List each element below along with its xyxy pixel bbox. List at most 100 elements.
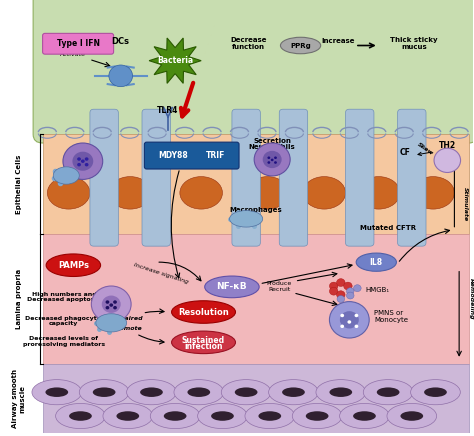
Circle shape bbox=[340, 311, 359, 328]
Circle shape bbox=[81, 160, 85, 163]
Text: Type I IFN: Type I IFN bbox=[56, 39, 100, 48]
Ellipse shape bbox=[109, 177, 152, 209]
Ellipse shape bbox=[46, 388, 68, 397]
Polygon shape bbox=[149, 38, 201, 83]
FancyBboxPatch shape bbox=[90, 109, 118, 246]
Text: Resolution: Resolution bbox=[178, 307, 229, 317]
Circle shape bbox=[85, 163, 89, 167]
Ellipse shape bbox=[235, 388, 257, 397]
Text: Activate: Activate bbox=[60, 52, 110, 67]
Ellipse shape bbox=[172, 301, 236, 323]
Ellipse shape bbox=[172, 331, 236, 354]
Ellipse shape bbox=[245, 403, 295, 429]
Circle shape bbox=[113, 306, 117, 310]
Ellipse shape bbox=[187, 388, 210, 397]
Ellipse shape bbox=[46, 254, 100, 276]
Text: DCs: DCs bbox=[112, 37, 130, 46]
Ellipse shape bbox=[339, 403, 389, 429]
Circle shape bbox=[267, 157, 270, 159]
Text: Remodeling: Remodeling bbox=[468, 278, 474, 320]
Ellipse shape bbox=[198, 403, 247, 429]
Ellipse shape bbox=[387, 403, 437, 429]
Ellipse shape bbox=[205, 276, 259, 298]
Ellipse shape bbox=[269, 380, 319, 405]
Text: HMGB₁: HMGB₁ bbox=[365, 287, 390, 293]
FancyBboxPatch shape bbox=[398, 109, 426, 246]
Text: Impaired: Impaired bbox=[112, 309, 164, 321]
Circle shape bbox=[271, 159, 273, 161]
Text: Increase: Increase bbox=[322, 38, 355, 44]
Circle shape bbox=[113, 300, 117, 304]
Ellipse shape bbox=[329, 388, 352, 397]
FancyBboxPatch shape bbox=[279, 109, 308, 246]
Ellipse shape bbox=[53, 167, 79, 184]
Circle shape bbox=[337, 279, 345, 286]
Ellipse shape bbox=[150, 403, 200, 429]
Circle shape bbox=[337, 291, 345, 299]
Circle shape bbox=[329, 302, 369, 338]
Text: Decreased levels of: Decreased levels of bbox=[29, 337, 99, 341]
Circle shape bbox=[329, 287, 338, 295]
Ellipse shape bbox=[303, 177, 346, 209]
Ellipse shape bbox=[47, 177, 90, 209]
Ellipse shape bbox=[424, 388, 447, 397]
Circle shape bbox=[106, 306, 109, 310]
Ellipse shape bbox=[174, 380, 224, 405]
Ellipse shape bbox=[377, 388, 400, 397]
Ellipse shape bbox=[164, 411, 186, 421]
Ellipse shape bbox=[32, 380, 82, 405]
FancyBboxPatch shape bbox=[232, 109, 260, 246]
Circle shape bbox=[73, 152, 93, 171]
Circle shape bbox=[329, 282, 338, 290]
Ellipse shape bbox=[55, 403, 105, 429]
Bar bbox=[43, 134, 469, 234]
Ellipse shape bbox=[180, 177, 222, 209]
Text: Secretion: Secretion bbox=[253, 138, 291, 144]
Circle shape bbox=[77, 163, 81, 167]
Circle shape bbox=[337, 296, 345, 303]
Ellipse shape bbox=[363, 380, 413, 405]
Circle shape bbox=[434, 148, 461, 173]
Circle shape bbox=[102, 296, 121, 313]
Ellipse shape bbox=[96, 314, 127, 332]
Text: MDY88: MDY88 bbox=[158, 151, 188, 160]
FancyBboxPatch shape bbox=[33, 0, 474, 143]
Circle shape bbox=[340, 314, 344, 317]
Circle shape bbox=[267, 161, 270, 164]
Ellipse shape bbox=[410, 380, 460, 405]
Circle shape bbox=[274, 161, 277, 164]
Circle shape bbox=[274, 157, 277, 159]
Text: Increase signaling: Increase signaling bbox=[133, 262, 189, 284]
Text: Neutrophils: Neutrophils bbox=[249, 144, 296, 150]
Ellipse shape bbox=[211, 411, 234, 421]
Circle shape bbox=[254, 143, 290, 176]
Circle shape bbox=[106, 300, 109, 304]
Text: Mutated CFTR: Mutated CFTR bbox=[360, 225, 416, 231]
Ellipse shape bbox=[281, 37, 321, 54]
Ellipse shape bbox=[316, 380, 365, 405]
Circle shape bbox=[354, 285, 361, 292]
Text: Stimulate: Stimulate bbox=[463, 187, 468, 221]
Text: Decreased apoptosis: Decreased apoptosis bbox=[27, 297, 100, 303]
Ellipse shape bbox=[282, 388, 305, 397]
Ellipse shape bbox=[103, 403, 153, 429]
Circle shape bbox=[344, 282, 352, 290]
Bar bbox=[43, 364, 469, 433]
FancyBboxPatch shape bbox=[43, 34, 114, 54]
Ellipse shape bbox=[229, 211, 263, 227]
Bar bbox=[43, 0, 469, 134]
Circle shape bbox=[346, 288, 354, 295]
Ellipse shape bbox=[246, 177, 289, 209]
Circle shape bbox=[355, 324, 358, 328]
Circle shape bbox=[63, 143, 103, 179]
Circle shape bbox=[77, 157, 81, 161]
Text: Decrease
function: Decrease function bbox=[230, 37, 267, 50]
Ellipse shape bbox=[258, 411, 281, 421]
Circle shape bbox=[109, 65, 133, 87]
Bar bbox=[43, 234, 469, 364]
Ellipse shape bbox=[79, 380, 129, 405]
Ellipse shape bbox=[412, 177, 455, 209]
Ellipse shape bbox=[353, 411, 376, 421]
Text: infection: infection bbox=[184, 342, 223, 351]
Ellipse shape bbox=[292, 403, 342, 429]
